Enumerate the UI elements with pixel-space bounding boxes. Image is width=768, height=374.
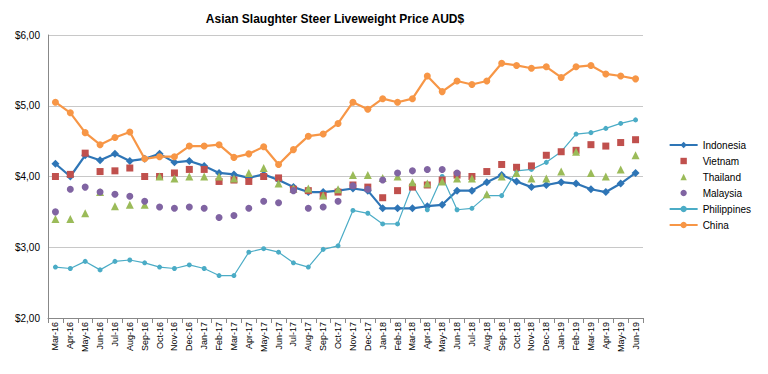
- svg-text:Mar-19: Mar-19: [586, 322, 596, 351]
- svg-text:Feb-19: Feb-19: [571, 322, 581, 351]
- svg-text:China: China: [703, 220, 730, 231]
- svg-text:Nov-18: Nov-18: [526, 322, 536, 351]
- svg-text:Jul-17: Jul-17: [288, 322, 298, 347]
- svg-text:Apr-19: Apr-19: [601, 322, 611, 349]
- svg-text:Jul-16: Jul-16: [110, 322, 120, 347]
- svg-text:$2,00: $2,00: [15, 313, 40, 324]
- svg-text:$6,00: $6,00: [15, 30, 40, 41]
- svg-text:$3,00: $3,00: [15, 242, 40, 253]
- svg-text:Nov-16: Nov-16: [169, 322, 179, 351]
- svg-text:Jan-19: Jan-19: [556, 322, 566, 350]
- svg-text:Oct-17: Oct-17: [333, 322, 343, 349]
- svg-text:Apr-17: Apr-17: [244, 322, 254, 349]
- svg-text:Feb-17: Feb-17: [214, 322, 224, 351]
- svg-text:Mar-18: Mar-18: [407, 322, 417, 351]
- svg-text:$4,00: $4,00: [15, 171, 40, 182]
- svg-text:Philippines: Philippines: [703, 204, 751, 215]
- svg-text:Dec-17: Dec-17: [363, 322, 373, 351]
- svg-text:Mar-16: Mar-16: [50, 322, 60, 351]
- svg-text:Jul-18: Jul-18: [467, 322, 477, 347]
- svg-text:Jun-19: Jun-19: [631, 322, 641, 350]
- svg-text:Dec-16: Dec-16: [184, 322, 194, 351]
- svg-text:Jun-18: Jun-18: [452, 322, 462, 350]
- svg-text:Thailand: Thailand: [703, 172, 741, 183]
- svg-text:Feb-18: Feb-18: [393, 322, 403, 351]
- svg-text:Dec-18: Dec-18: [541, 322, 551, 351]
- svg-text:Jun-17: Jun-17: [274, 322, 284, 350]
- svg-text:Nov-17: Nov-17: [348, 322, 358, 351]
- svg-text:Asian Slaughter Steer Liveweig: Asian Slaughter Steer Liveweight Price A…: [206, 12, 465, 26]
- svg-text:May-19: May-19: [616, 322, 626, 352]
- svg-text:Aug-16: Aug-16: [125, 322, 135, 351]
- svg-text:Apr-16: Apr-16: [65, 322, 75, 349]
- svg-text:Oct-18: Oct-18: [512, 322, 522, 349]
- svg-text:Indonesia: Indonesia: [703, 140, 747, 151]
- svg-text:Aug-17: Aug-17: [303, 322, 313, 351]
- svg-text:May-17: May-17: [259, 322, 269, 352]
- svg-text:Jun-16: Jun-16: [95, 322, 105, 350]
- svg-text:Sep-17: Sep-17: [318, 322, 328, 351]
- svg-text:Vietnam: Vietnam: [703, 156, 740, 167]
- svg-text:Aug-18: Aug-18: [482, 322, 492, 351]
- svg-text:Malaysia: Malaysia: [703, 188, 743, 199]
- svg-text:Sep-16: Sep-16: [140, 322, 150, 351]
- svg-text:Apr-18: Apr-18: [422, 322, 432, 349]
- svg-text:Jan-17: Jan-17: [199, 322, 209, 350]
- svg-text:Mar-17: Mar-17: [229, 322, 239, 351]
- svg-text:May-18: May-18: [437, 322, 447, 352]
- svg-text:Oct-16: Oct-16: [155, 322, 165, 349]
- svg-text:$5,00: $5,00: [15, 100, 40, 111]
- svg-text:Sep-18: Sep-18: [497, 322, 507, 351]
- svg-text:May-16: May-16: [80, 322, 90, 352]
- svg-text:Jan-18: Jan-18: [378, 322, 388, 350]
